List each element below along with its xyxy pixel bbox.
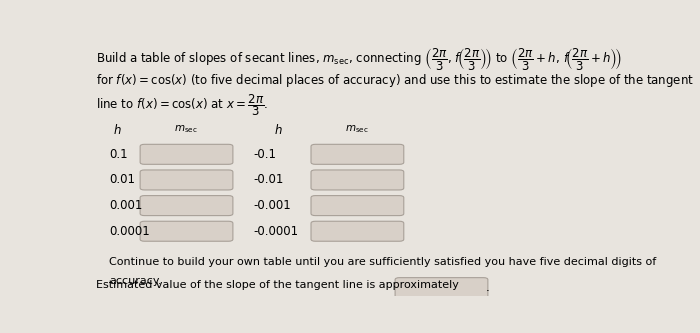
Text: $m_{\mathrm{sec}}$: $m_{\mathrm{sec}}$	[345, 123, 369, 135]
Text: -0.0001: -0.0001	[253, 225, 298, 238]
Text: 0.1: 0.1	[109, 148, 128, 161]
FancyBboxPatch shape	[140, 144, 233, 164]
Text: accuracy.: accuracy.	[109, 276, 162, 286]
FancyBboxPatch shape	[140, 221, 233, 241]
FancyBboxPatch shape	[311, 195, 404, 215]
Text: line to $f(x) = \cos(x)$ at $x = \dfrac{2\pi}{3}$.: line to $f(x) = \cos(x)$ at $x = \dfrac{…	[96, 93, 268, 118]
Text: for $f(x) = \cos(x)$ (to five decimal places of accuracy) and use this to estima: for $f(x) = \cos(x)$ (to five decimal pl…	[96, 72, 694, 89]
FancyBboxPatch shape	[311, 221, 404, 241]
FancyBboxPatch shape	[140, 195, 233, 215]
Text: Build a table of slopes of secant lines, $m_{\mathrm{sec}}$, connecting $\left(\: Build a table of slopes of secant lines,…	[96, 46, 622, 72]
Text: Estimated value of the slope of the tangent line is approximately: Estimated value of the slope of the tang…	[96, 280, 458, 290]
FancyBboxPatch shape	[395, 278, 488, 298]
Text: $h$: $h$	[274, 123, 283, 137]
Text: 0.01: 0.01	[109, 173, 135, 186]
Text: Continue to build your own table until you are sufficiently satisfied you have f: Continue to build your own table until y…	[109, 257, 657, 267]
Text: .: .	[486, 281, 490, 294]
Text: -0.001: -0.001	[253, 199, 290, 212]
Text: -0.01: -0.01	[253, 173, 284, 186]
Text: -0.1: -0.1	[253, 148, 276, 161]
FancyBboxPatch shape	[140, 170, 233, 190]
FancyBboxPatch shape	[311, 144, 404, 164]
Text: 0.001: 0.001	[109, 199, 143, 212]
Text: $m_{\mathrm{sec}}$: $m_{\mathrm{sec}}$	[174, 123, 198, 135]
Text: 0.0001: 0.0001	[109, 225, 150, 238]
FancyBboxPatch shape	[311, 170, 404, 190]
Text: $h$: $h$	[113, 123, 122, 137]
